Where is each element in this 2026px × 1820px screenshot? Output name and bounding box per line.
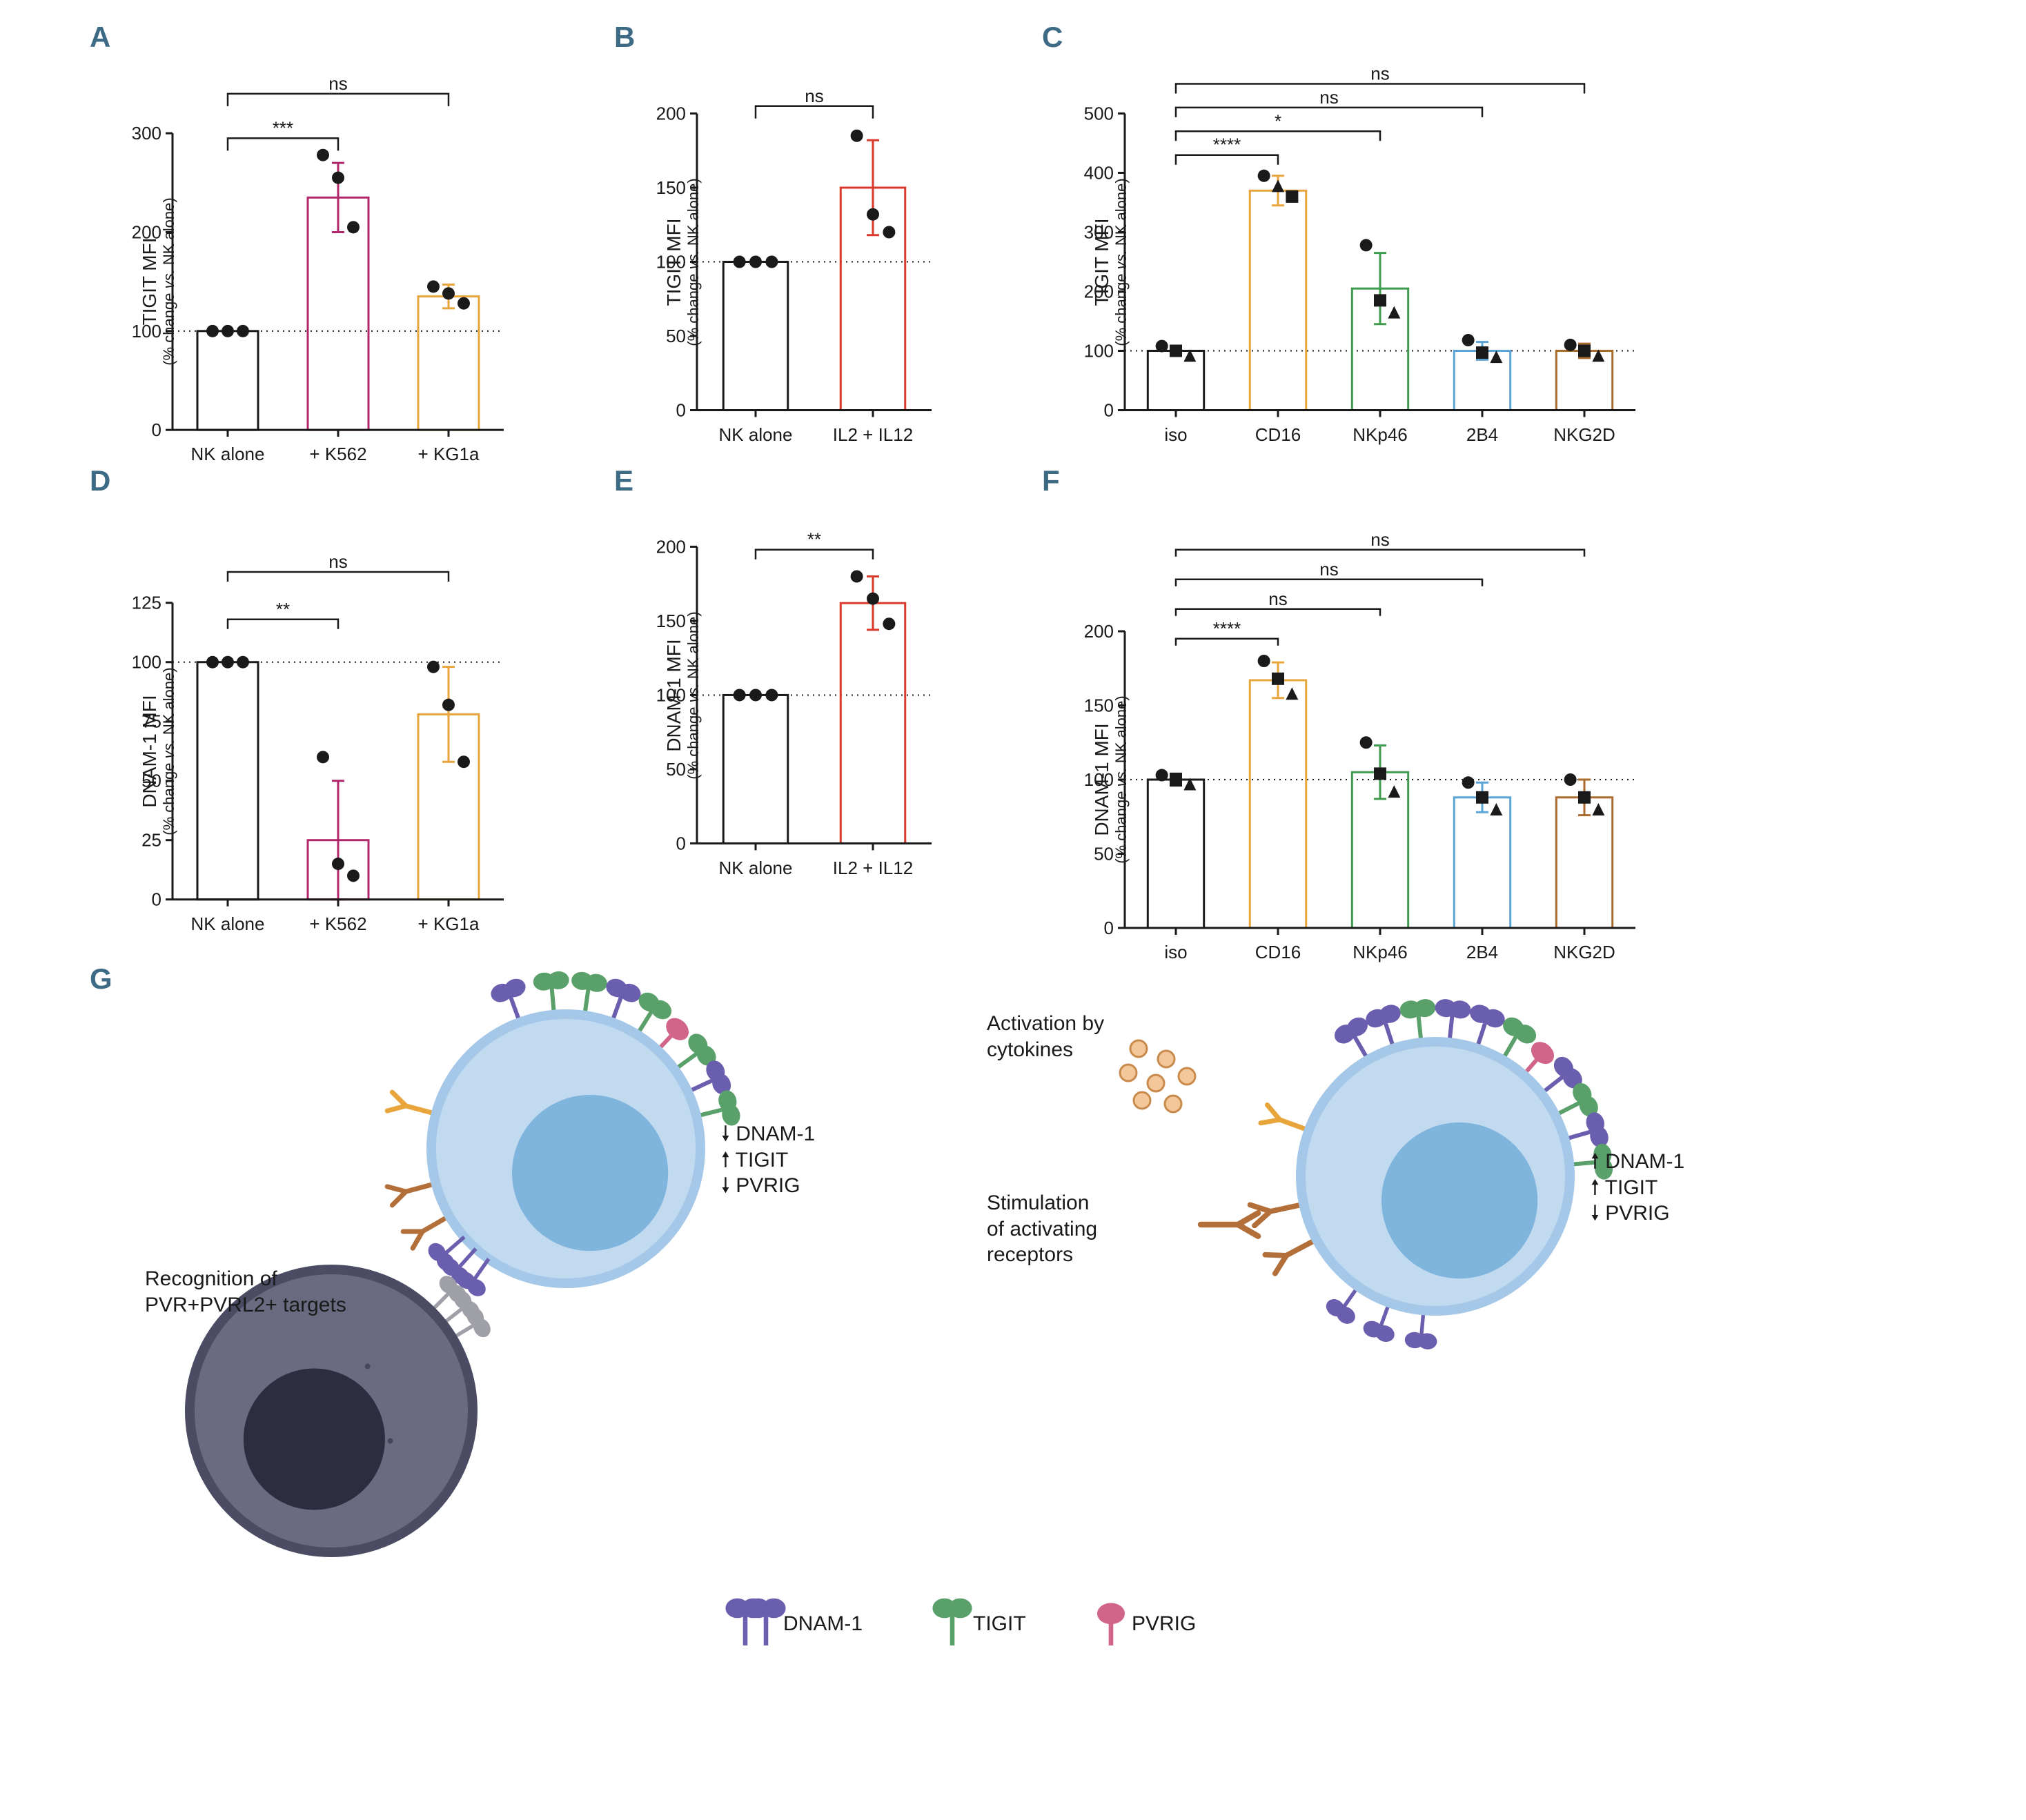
svg-text:ns: ns <box>1319 559 1338 580</box>
panel-letter: B <box>614 21 635 54</box>
svg-text:ns: ns <box>1370 63 1389 84</box>
x-category-label: NK alone <box>719 853 793 879</box>
legend-tigit: TIGIT <box>973 1611 1026 1637</box>
svg-text:0: 0 <box>676 400 686 417</box>
x-category-label: 2B4 <box>1466 938 1498 963</box>
panel-letter: C <box>1042 21 1063 54</box>
panel-F: F 050100150200****nsnsnsisoCD16NKp462B4N… <box>1076 471 1642 935</box>
panel-D: D 0255075100125**nsNK alone+ K562+ KG1aD… <box>124 471 511 907</box>
x-category-label: NK alone <box>191 439 265 465</box>
svg-text:**: ** <box>807 529 821 550</box>
svg-text:ns: ns <box>805 86 823 106</box>
x-category-label: IL2 + IL12 <box>833 853 913 879</box>
row-2: D 0255075100125**nsNK alone+ K562+ KG1aD… <box>41 471 1985 935</box>
x-category-label: + KG1a <box>418 439 480 465</box>
svg-text:200: 200 <box>1084 621 1114 642</box>
caption-right-mid: Stimulationof activatingreceptors <box>987 1190 1097 1268</box>
x-category-label: + K562 <box>309 439 366 465</box>
svg-text:ns: ns <box>328 551 347 572</box>
panel-G: G <box>124 969 1987 1694</box>
y-axis-title: TIGIT MFI(% change vs. NK alone) <box>139 197 177 365</box>
legend-pvrig: PVRIG <box>1132 1611 1196 1637</box>
svg-text:500: 500 <box>1084 103 1114 124</box>
panel-C: C 0100200300400500*****nsnsisoCD16NKp462… <box>1076 28 1642 417</box>
svg-text:**: ** <box>276 599 290 620</box>
x-category-label: 2B4 <box>1466 420 1498 446</box>
x-category-label: NKG2D <box>1553 420 1615 446</box>
x-category-label: CD16 <box>1255 420 1301 446</box>
row-3: G <box>41 969 1985 1694</box>
y-axis-title: TIGIT MFI(% change vs. NK alone) <box>664 178 702 346</box>
svg-text:300: 300 <box>132 123 161 144</box>
panel-A: A 0100200300***nsNK alone+ K562+ KG1aTIG… <box>124 28 511 437</box>
caption-right-top: Activation bycytokines <box>987 1011 1104 1062</box>
chart-C: 0100200300400500*****nsnsisoCD16NKp462B4… <box>1076 28 1642 417</box>
chart-F: 050100150200****nsnsnsisoCD16NKp462B4NKG… <box>1076 471 1642 935</box>
svg-text:0: 0 <box>152 419 161 437</box>
chart-A: 0100200300***nsNK alone+ K562+ KG1aTIGIT… <box>124 28 511 437</box>
svg-text:****: **** <box>1213 618 1241 639</box>
y-axis-title: DNAM-1 MFI(% change vs. NK alone) <box>1092 695 1130 863</box>
x-category-label: NKp46 <box>1353 420 1408 446</box>
y-axis-title: DNAM-1 MFI(% change vs. NK alone) <box>139 667 177 835</box>
y-axis-title: DNAM-1 MFI(% change vs. NK alone) <box>664 611 702 779</box>
x-category-label: + K562 <box>309 909 366 935</box>
x-category-label: + KG1a <box>418 909 480 935</box>
svg-text:ns: ns <box>1319 87 1338 108</box>
svg-text:0: 0 <box>1104 918 1114 935</box>
figure: A 0100200300***nsNK alone+ K562+ KG1aTIG… <box>0 0 2026 1770</box>
row-1: A 0100200300***nsNK alone+ K562+ KG1aTIG… <box>41 28 1985 437</box>
x-category-label: CD16 <box>1255 938 1301 963</box>
arrows-right: 🠕 DNAM-1🠕 TIGIT🠗 PVRIG <box>1591 1149 1684 1227</box>
chart-B: 050100150200nsNK aloneIL2 + IL12TIGIT MF… <box>649 28 938 417</box>
panel-B: B 050100150200nsNK aloneIL2 + IL12TIGIT … <box>649 28 938 417</box>
panel-letter: E <box>614 464 633 497</box>
y-axis-title: TIGIT MFI(% change vs. NK alone) <box>1092 178 1130 346</box>
diagram-G: Recognition ofPVR+PVRL2+ targets 🠗 DNAM-1… <box>124 969 1987 1694</box>
panel-letter: G <box>90 962 112 996</box>
caption-left: Recognition ofPVR+PVRL2+ targets <box>145 1266 346 1318</box>
panel-E: E 050100150200**NK aloneIL2 + IL12DNAM-1… <box>649 471 938 850</box>
x-category-label: NK alone <box>719 420 793 446</box>
svg-text:125: 125 <box>132 593 161 613</box>
svg-text:200: 200 <box>656 537 686 557</box>
svg-text:0: 0 <box>152 889 161 907</box>
legend-dnam: DNAM-1 <box>783 1611 863 1637</box>
x-category-label: NKG2D <box>1553 938 1615 963</box>
x-category-label: iso <box>1164 420 1187 446</box>
svg-text:****: **** <box>1213 135 1241 155</box>
svg-text:ns: ns <box>1370 529 1389 550</box>
chart-D: 0255075100125**nsNK alone+ K562+ KG1aDNA… <box>124 471 511 907</box>
panel-letter: A <box>90 21 110 54</box>
svg-text:***: *** <box>273 117 293 138</box>
panel-letter: F <box>1042 464 1060 497</box>
x-category-label: IL2 + IL12 <box>833 420 913 446</box>
svg-text:ns: ns <box>1268 588 1287 609</box>
x-category-label: iso <box>1164 938 1187 963</box>
x-category-label: NKp46 <box>1353 938 1408 963</box>
chart-E: 050100150200**NK aloneIL2 + IL12DNAM-1 M… <box>649 471 938 850</box>
arrows-left: 🠗 DNAM-1🠕 TIGIT🠗 PVRIG <box>721 1121 815 1199</box>
svg-text:ns: ns <box>328 73 347 94</box>
svg-text:*: * <box>1275 110 1281 131</box>
svg-text:0: 0 <box>1104 400 1114 417</box>
panel-letter: D <box>90 464 110 497</box>
svg-text:200: 200 <box>656 103 686 124</box>
svg-text:0: 0 <box>676 833 686 851</box>
x-category-label: NK alone <box>191 909 265 935</box>
